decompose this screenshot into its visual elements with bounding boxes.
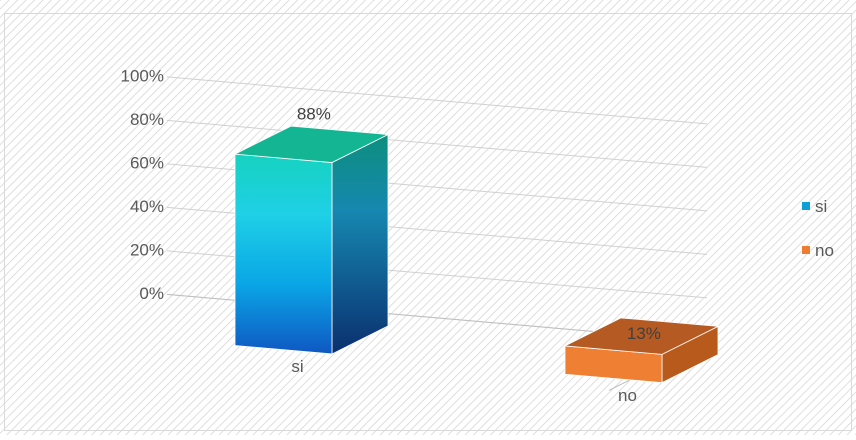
legend-label: no bbox=[815, 241, 834, 260]
bar-no bbox=[563, 317, 720, 384]
y-axis-tick-labels: 0% 20% 40% 60% 80% 100% bbox=[121, 67, 164, 304]
legend-swatch bbox=[802, 246, 810, 254]
y-tick-label: 80% bbox=[130, 110, 164, 129]
x-tick-label: no bbox=[618, 386, 637, 405]
chart-border bbox=[4, 13, 852, 431]
bars bbox=[233, 125, 720, 384]
data-labels: 88% 13% bbox=[297, 104, 661, 343]
y-tick-label: 40% bbox=[130, 197, 164, 216]
legend: si no bbox=[802, 197, 834, 260]
gridline bbox=[166, 119, 708, 168]
legend-swatch bbox=[802, 202, 810, 210]
y-tick-label: 0% bbox=[139, 284, 164, 303]
y-tick-label: 60% bbox=[130, 154, 164, 173]
bar-si bbox=[233, 125, 390, 355]
x-tick-label: si bbox=[291, 357, 303, 376]
bar-top-face bbox=[233, 125, 390, 163]
x-axis-tick-labels: si no bbox=[291, 357, 637, 405]
bar-front-face bbox=[234, 153, 333, 355]
bar-top-face bbox=[563, 317, 720, 355]
bar-side-face bbox=[331, 133, 389, 355]
y-tick-label: 100% bbox=[121, 67, 164, 86]
legend-label: si bbox=[815, 197, 827, 216]
data-label: 13% bbox=[627, 324, 661, 343]
y-tick-label: 20% bbox=[130, 241, 164, 260]
gridline bbox=[166, 76, 708, 125]
data-label: 88% bbox=[297, 104, 331, 123]
